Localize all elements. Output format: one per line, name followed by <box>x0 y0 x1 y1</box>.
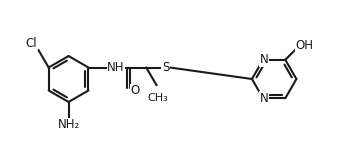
Text: NH: NH <box>107 61 125 74</box>
Text: O: O <box>131 84 140 97</box>
Text: Cl: Cl <box>26 36 37 50</box>
Text: N: N <box>259 92 268 105</box>
Text: S: S <box>162 61 169 74</box>
Text: N: N <box>259 53 268 66</box>
Text: NH₂: NH₂ <box>57 118 80 131</box>
Text: CH₃: CH₃ <box>147 93 168 103</box>
Text: OH: OH <box>296 39 314 52</box>
